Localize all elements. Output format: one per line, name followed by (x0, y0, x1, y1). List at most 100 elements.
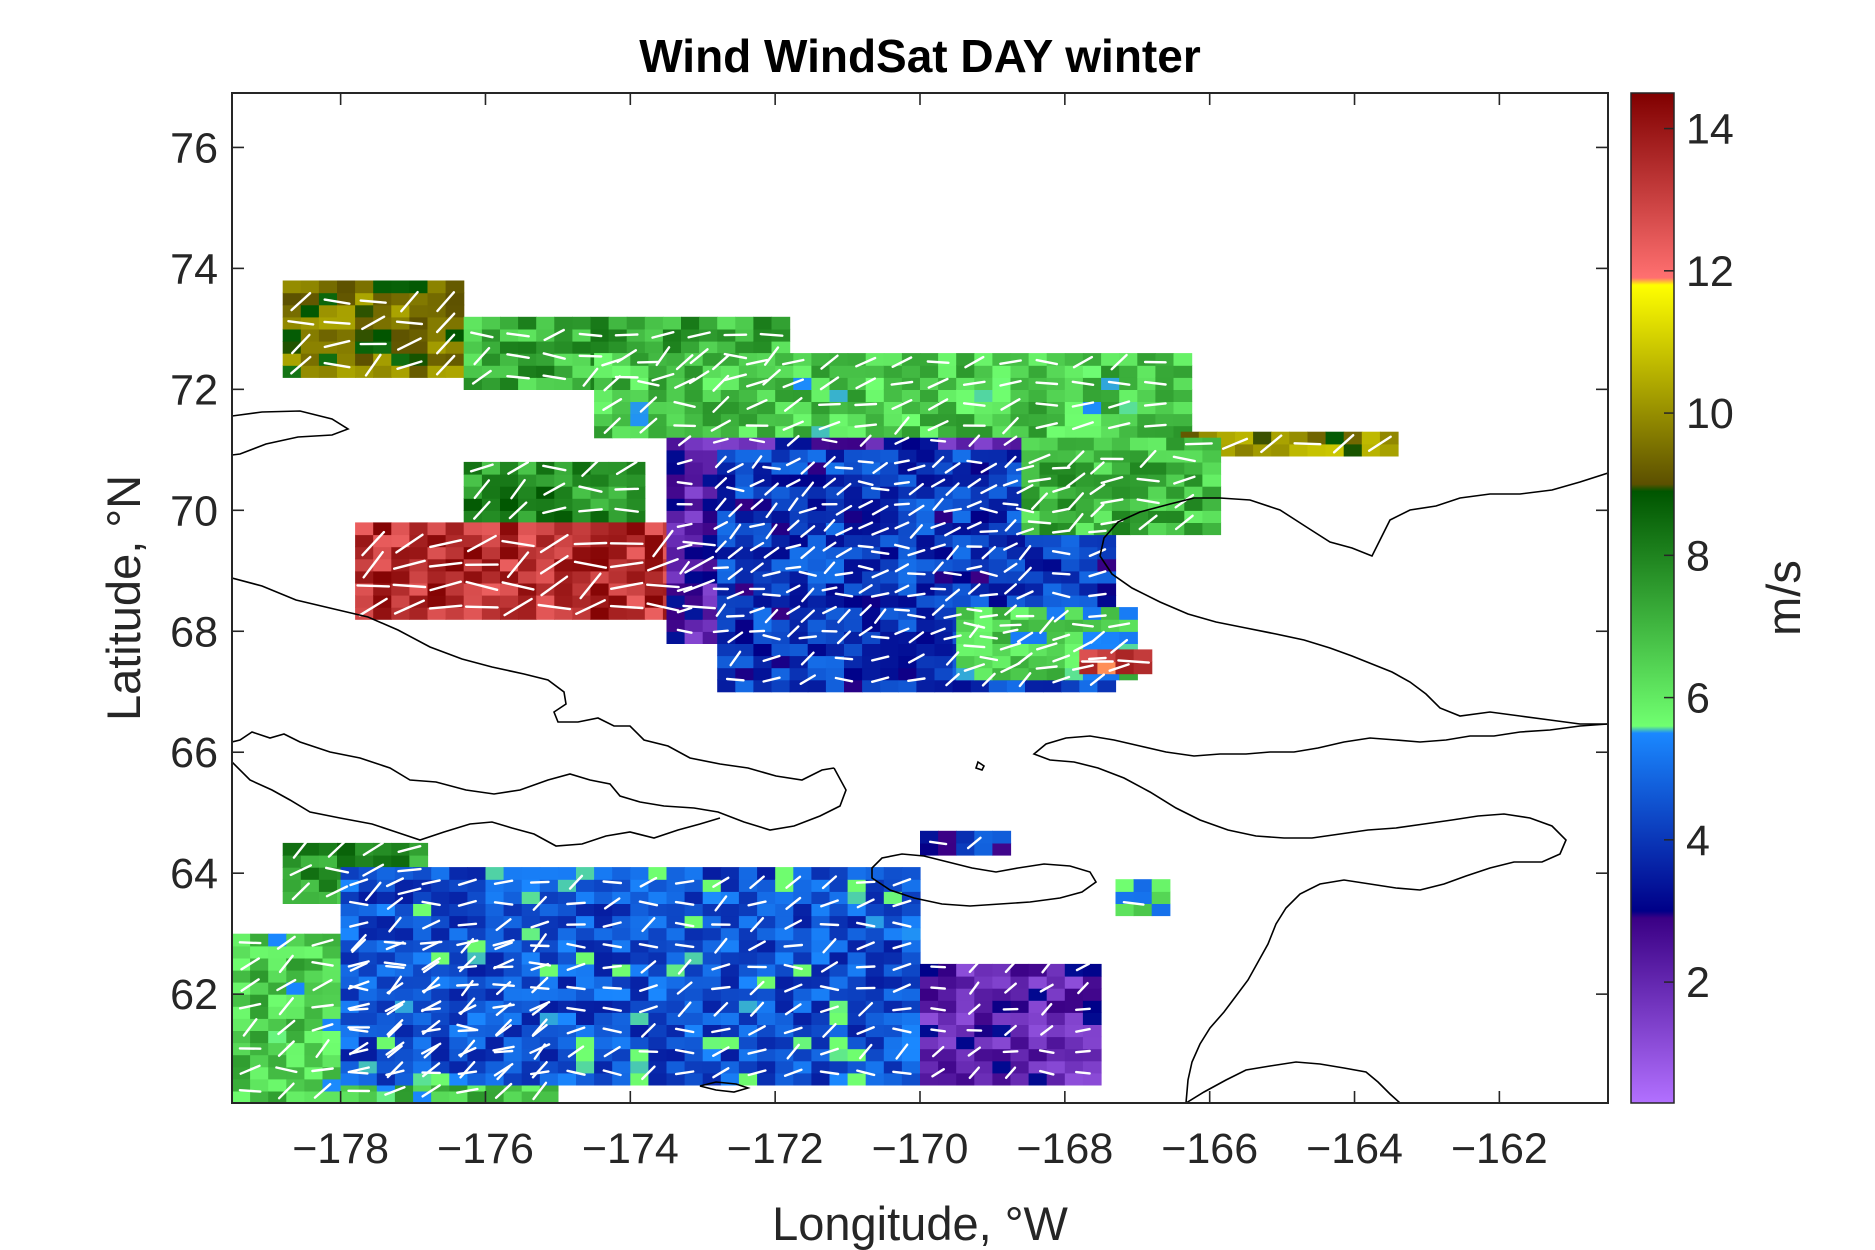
wind-speed-cell (666, 976, 686, 989)
wind-speed-cell (427, 328, 447, 342)
wind-vector (786, 1043, 800, 1060)
wind-speed-cell (775, 389, 794, 402)
wind-speed-cell (1079, 570, 1098, 584)
wind-speed-cell (702, 486, 722, 499)
wind-speed-cell (340, 1072, 360, 1086)
wind-vector (784, 919, 803, 930)
wind-vector (1038, 1049, 1055, 1055)
wind-speed-cell (521, 976, 541, 989)
wind-vector (276, 978, 297, 992)
wind-vector (894, 563, 910, 573)
wind-speed-cell (898, 461, 917, 475)
wind-vector (748, 629, 766, 633)
wind-speed-cell (702, 474, 722, 487)
wind-speed-cell (771, 498, 791, 511)
wind-vector (800, 461, 815, 475)
wind-speed-cell (847, 377, 867, 390)
wind-speed-cell (376, 1036, 396, 1050)
wind-vector (981, 545, 997, 560)
colorbar-gradient (1630, 92, 1675, 1104)
wind-vector (928, 398, 949, 411)
wind-vector (966, 459, 983, 465)
wind-speed-cell (394, 879, 414, 892)
wind-vector (278, 954, 294, 974)
wind-speed-cell (300, 365, 320, 378)
wind-vector (819, 376, 840, 391)
wind-speed-cell (427, 607, 447, 620)
wind-speed-cell (449, 976, 468, 989)
wind-speed-cell (934, 631, 954, 644)
wind-vector (967, 478, 982, 489)
wind-speed-cell (702, 939, 722, 953)
wind-vector (506, 551, 530, 579)
wind-vector (1028, 453, 1051, 465)
wind-speed-cell (612, 1036, 631, 1050)
wind-speed-cell (702, 510, 722, 523)
wind-speed-cell (934, 449, 954, 463)
wind-vector (457, 878, 477, 886)
wind-vector (856, 921, 876, 928)
wind-vector (729, 523, 742, 540)
wind-speed-cell (775, 988, 794, 1001)
wind-speed-cell (717, 643, 736, 657)
wind-speed-cell (1119, 365, 1138, 378)
wind-speed-cell (1115, 879, 1135, 892)
wind-speed-cell (829, 1060, 849, 1074)
wind-speed-cell (717, 449, 736, 463)
wind-speed-cell (880, 643, 899, 657)
wind-speed-cell (554, 522, 573, 536)
wind-speed-cell (630, 939, 649, 953)
wind-vector (1051, 507, 1071, 514)
wind-speed-cell (757, 1024, 776, 1038)
wind-speed-cell (413, 1036, 432, 1050)
wind-speed-cell (409, 328, 429, 342)
wind-speed-cell (1039, 474, 1059, 487)
wind-speed-cell (1082, 389, 1102, 402)
wind-speed-cell (1289, 431, 1308, 445)
wind-speed-cell (702, 365, 722, 378)
wind-speed-cell (413, 915, 432, 929)
wind-speed-cell (901, 903, 921, 917)
wind-speed-cell (594, 927, 613, 941)
wind-speed-cell (738, 1072, 758, 1086)
wind-speed-cell (572, 534, 592, 548)
wind-speed-cell (720, 903, 740, 917)
wind-vector (837, 608, 851, 624)
wind-vector (892, 983, 911, 993)
wind-vector (783, 963, 803, 971)
wind-vector (638, 1050, 659, 1054)
wind-vector (762, 368, 781, 386)
wind-speed-cell (898, 679, 917, 693)
wind-speed-cell (232, 969, 251, 983)
wind-speed-cell (376, 927, 396, 941)
wind-speed-cell (409, 570, 429, 584)
wind-speed-cell (916, 558, 936, 572)
wind-speed-cell (557, 1060, 577, 1074)
wind-speed-cell (920, 1036, 939, 1050)
wind-vector (510, 478, 526, 500)
wind-speed-cell (413, 951, 432, 965)
wind-vector (387, 1023, 403, 1038)
wind-vector (529, 880, 550, 884)
wind-vector (349, 921, 369, 928)
wind-speed-cell (594, 1024, 613, 1038)
wind-speed-cell (1093, 486, 1113, 499)
wind-speed-cell (1325, 431, 1345, 445)
wind-speed-cell (1028, 413, 1048, 427)
wind-speed-cell (735, 679, 754, 693)
wind-speed-cell (901, 377, 921, 390)
wind-vector (436, 291, 456, 313)
wind-speed-cell (865, 867, 885, 880)
wind-vector (1000, 398, 1021, 411)
wind-speed-cell (391, 522, 410, 536)
wind-speed-cell (952, 546, 972, 560)
wind-speed-cell (720, 939, 740, 953)
wind-speed-cell (844, 679, 863, 693)
wind-speed-cell (648, 389, 668, 402)
wind-speed-cell (268, 1054, 287, 1068)
wind-speed-cell (521, 927, 541, 941)
wind-speed-cell (322, 945, 342, 959)
wind-speed-cell (521, 988, 541, 1001)
wind-speed-cell (970, 449, 990, 463)
